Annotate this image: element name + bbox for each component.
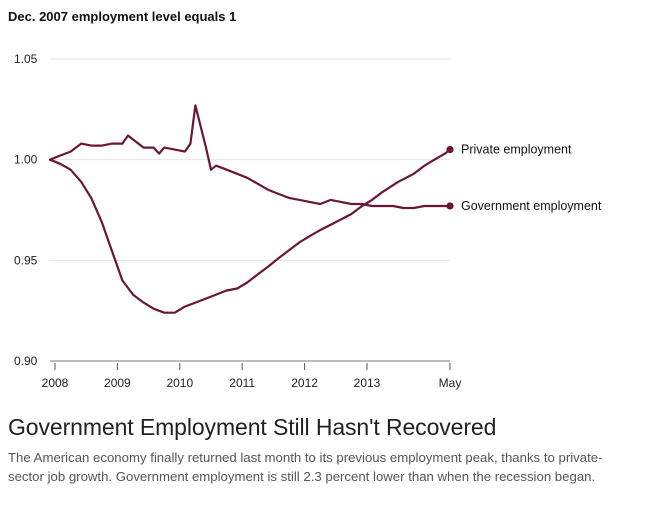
private-employment-end-dot [446,146,454,154]
x-tick-label: 2012 [291,376,318,390]
employment-line-chart: Dec. 2007 employment level equals 1 1.05… [8,9,602,390]
private-employment-label: Private employment [461,143,572,157]
x-tick-label: May [439,376,462,390]
chart-subtitle: Dec. 2007 employment level equals 1 [8,9,236,24]
x-tick-label: 2011 [229,376,255,390]
chart-caption: The American economy finally returned la… [8,450,603,484]
government-employment-end-dot [446,202,454,210]
x-tick-label: 2009 [104,376,131,390]
government-employment-label: Government employment [461,199,602,213]
chart-svg: Dec. 2007 employment level equals 1 1.05… [8,9,602,390]
x-tick-label: 2008 [42,376,69,390]
government-employment-line [48,104,452,210]
x-tick-label: 2013 [354,376,381,390]
private-employment-line [48,148,452,314]
y-tick-label: 0.95 [14,253,38,267]
x-tick-label: 2010 [166,376,193,390]
y-tick-label: 0.90 [14,354,38,368]
y-tick-label: 1.05 [14,52,38,66]
chart-headline: Government Employment Still Hasn't Recov… [8,414,497,440]
y-tick-label: 1.00 [14,153,38,167]
